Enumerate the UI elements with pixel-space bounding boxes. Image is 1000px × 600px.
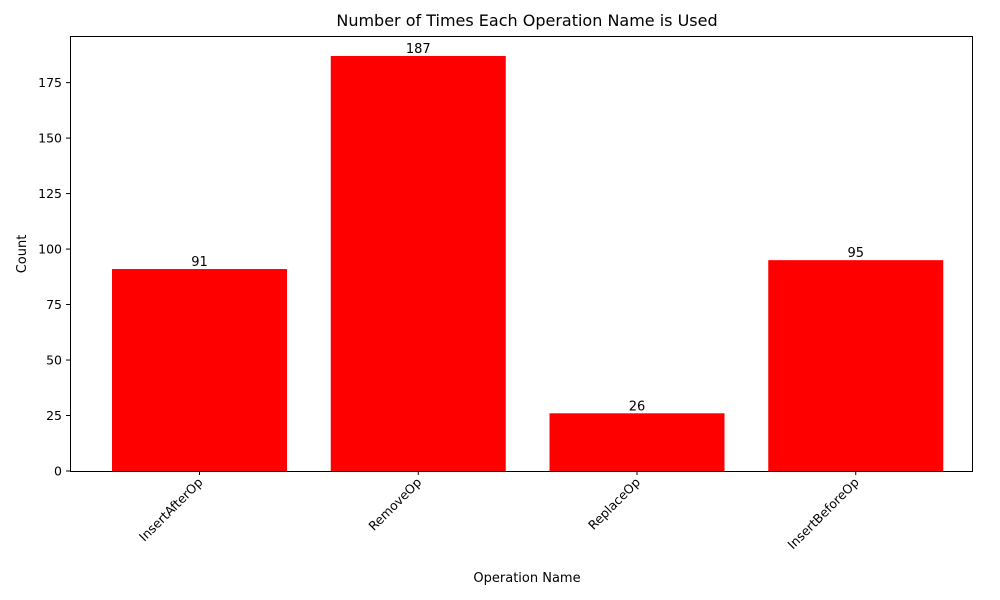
bar-ReplaceOp <box>549 413 725 471</box>
y-tick-label-150: 150 <box>38 131 62 146</box>
data-label-ReplaceOp: 26 <box>629 399 646 414</box>
bars-group: 91 187 26 95 <box>112 42 944 472</box>
y-tick-label-25: 25 <box>46 408 62 423</box>
x-tick-label-ReplaceOp: ReplaceOp <box>585 474 643 532</box>
y-tick-label-50: 50 <box>46 353 62 368</box>
data-label-InsertBeforeOp: 95 <box>847 246 864 261</box>
bar-RemoveOp <box>330 55 506 472</box>
x-axis-label: Operation Name <box>473 571 580 586</box>
x-tick-label-InsertBeforeOp: InsertBeforeOp <box>784 474 861 551</box>
y-tick-label-100: 100 <box>38 242 62 257</box>
y-tick-label-0: 0 <box>54 464 62 479</box>
x-tick-label-RemoveOp: RemoveOp <box>365 474 424 533</box>
chart-title: Number of Times Each Operation Name is U… <box>336 11 717 30</box>
y-axis-label: Count <box>15 235 30 274</box>
data-label-InsertAfterOp: 91 <box>191 255 208 270</box>
y-tick-label-75: 75 <box>46 297 62 312</box>
bar-InsertBeforeOp <box>768 260 944 471</box>
data-label-RemoveOp: 187 <box>406 42 431 57</box>
x-axis: InsertAfterOp RemoveOp ReplaceOp InsertBefo… <box>136 471 862 552</box>
plot-frame <box>70 36 973 472</box>
y-axis: 0 25 50 75 100 125 150 175 <box>38 75 70 479</box>
y-tick-label-175: 175 <box>38 75 62 90</box>
bar-InsertAfterOp <box>112 269 287 471</box>
x-tick-label-InsertAfterOp: InsertAfterOp <box>136 474 206 544</box>
y-tick-label-125: 125 <box>38 186 62 201</box>
